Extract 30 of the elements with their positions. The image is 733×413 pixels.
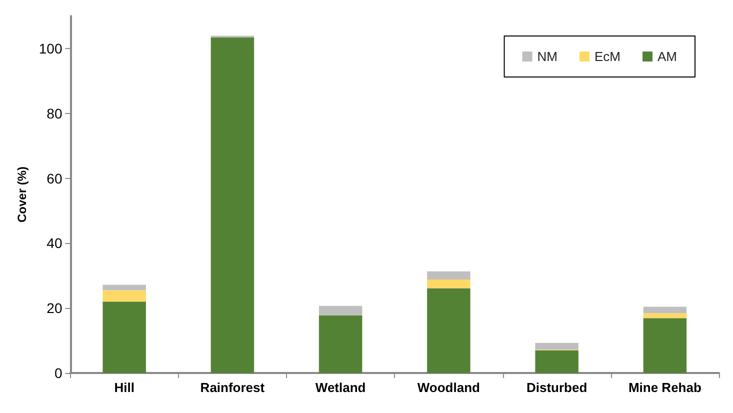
bar	[427, 288, 470, 373]
x-tick-label: Mine Rehab	[628, 380, 702, 395]
legend-label: NM	[537, 49, 558, 64]
bar	[318, 316, 362, 373]
bar	[210, 37, 254, 373]
bar	[643, 318, 687, 373]
bar	[318, 306, 362, 316]
bar	[643, 306, 687, 314]
bar	[427, 271, 470, 280]
bar	[102, 290, 146, 302]
bar	[427, 280, 470, 288]
y-tick-label: 80	[46, 105, 62, 122]
x-tick-label: Wetland	[315, 380, 366, 395]
y-tick-label: 100	[38, 40, 62, 56]
legend-label: AM	[658, 49, 677, 64]
y-tick-label: 0	[54, 365, 62, 381]
x-tick-label: Rainforest	[200, 380, 266, 395]
x-tick-label: Hill	[114, 380, 134, 395]
x-tick-label: Disturbed	[526, 380, 588, 395]
bar	[535, 350, 578, 373]
y-axis-title: Cover (%)	[15, 166, 29, 223]
y-tick-label: 20	[46, 300, 62, 316]
bar	[643, 313, 687, 318]
legend-label: EcM	[594, 49, 620, 64]
bar	[102, 284, 146, 290]
x-tick-label: Woodland	[417, 380, 480, 395]
bar	[102, 302, 146, 373]
y-tick-label: 40	[46, 235, 62, 252]
bar	[535, 342, 578, 350]
y-tick-label: 60	[46, 170, 62, 186]
